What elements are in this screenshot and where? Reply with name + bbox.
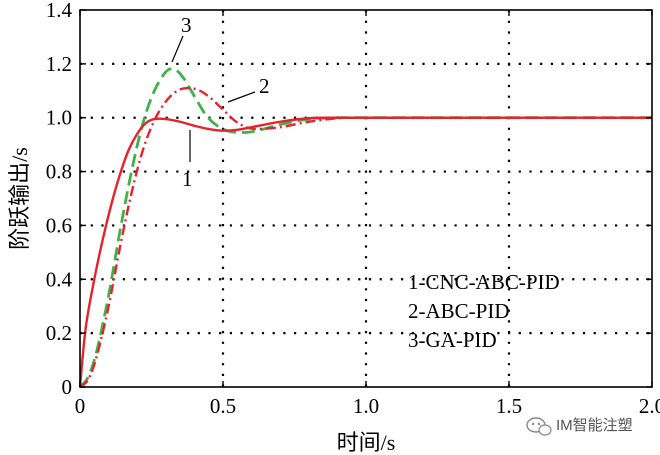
series-lines: [78, 67, 652, 388]
grid-lines: [80, 10, 652, 387]
y-tick-label: 0.2: [46, 321, 72, 345]
axis-ticks: 0 0.5 1.0 1.5 2.0 0 0.2 0.4 0.6 0.8 1.0 1.2 1.4: [46, 0, 660, 418]
watermark: IM智能注塑: [526, 416, 633, 436]
x-tick-label: 2.0: [639, 394, 660, 418]
x-axis-title: 时间/s: [337, 430, 396, 455]
y-tick-label: 0: [62, 375, 73, 399]
annotation-leader-3: [171, 35, 184, 63]
y-tick-label: 1.4: [46, 0, 73, 22]
y-tick-label: 0.8: [46, 160, 72, 184]
series-line-3: [78, 67, 652, 388]
y-axis-title: 阶跃输出/s: [7, 147, 32, 250]
plot-frame: [79, 9, 653, 388]
y-tick-label: 1.0: [46, 106, 72, 130]
series-line-1: [78, 116, 652, 388]
y-tick-label: 0.4: [46, 267, 73, 291]
wechat-bubble-icon: [526, 417, 552, 436]
y-tick-label: 0.6: [46, 213, 72, 237]
x-tick-label: 0: [75, 394, 86, 418]
legend-entry-2: 2-ABC-PID: [408, 299, 510, 323]
watermark-text: IM智能注塑: [556, 416, 633, 434]
series-line-2: [79, 86, 652, 388]
annotation-label-1: 1: [182, 167, 193, 191]
x-tick-label: 1.5: [496, 394, 522, 418]
legend-entry-3: 3-GA-PID: [408, 328, 497, 352]
annotation-leader-2: [227, 91, 256, 103]
annotation-label-2: 2: [259, 74, 270, 98]
annotation-label-3: 3: [181, 13, 192, 37]
legend-entry-1: 1-CNC-ABC-PID: [408, 270, 560, 294]
x-tick-label: 1.0: [353, 394, 379, 418]
y-tick-label: 1.2: [46, 52, 72, 76]
x-tick-label: 0.5: [210, 394, 236, 418]
legend: 1-CNC-ABC-PID 2-ABC-PID 3-GA-PID: [408, 270, 560, 352]
curve-annotations: 1 2 3: [171, 13, 270, 191]
